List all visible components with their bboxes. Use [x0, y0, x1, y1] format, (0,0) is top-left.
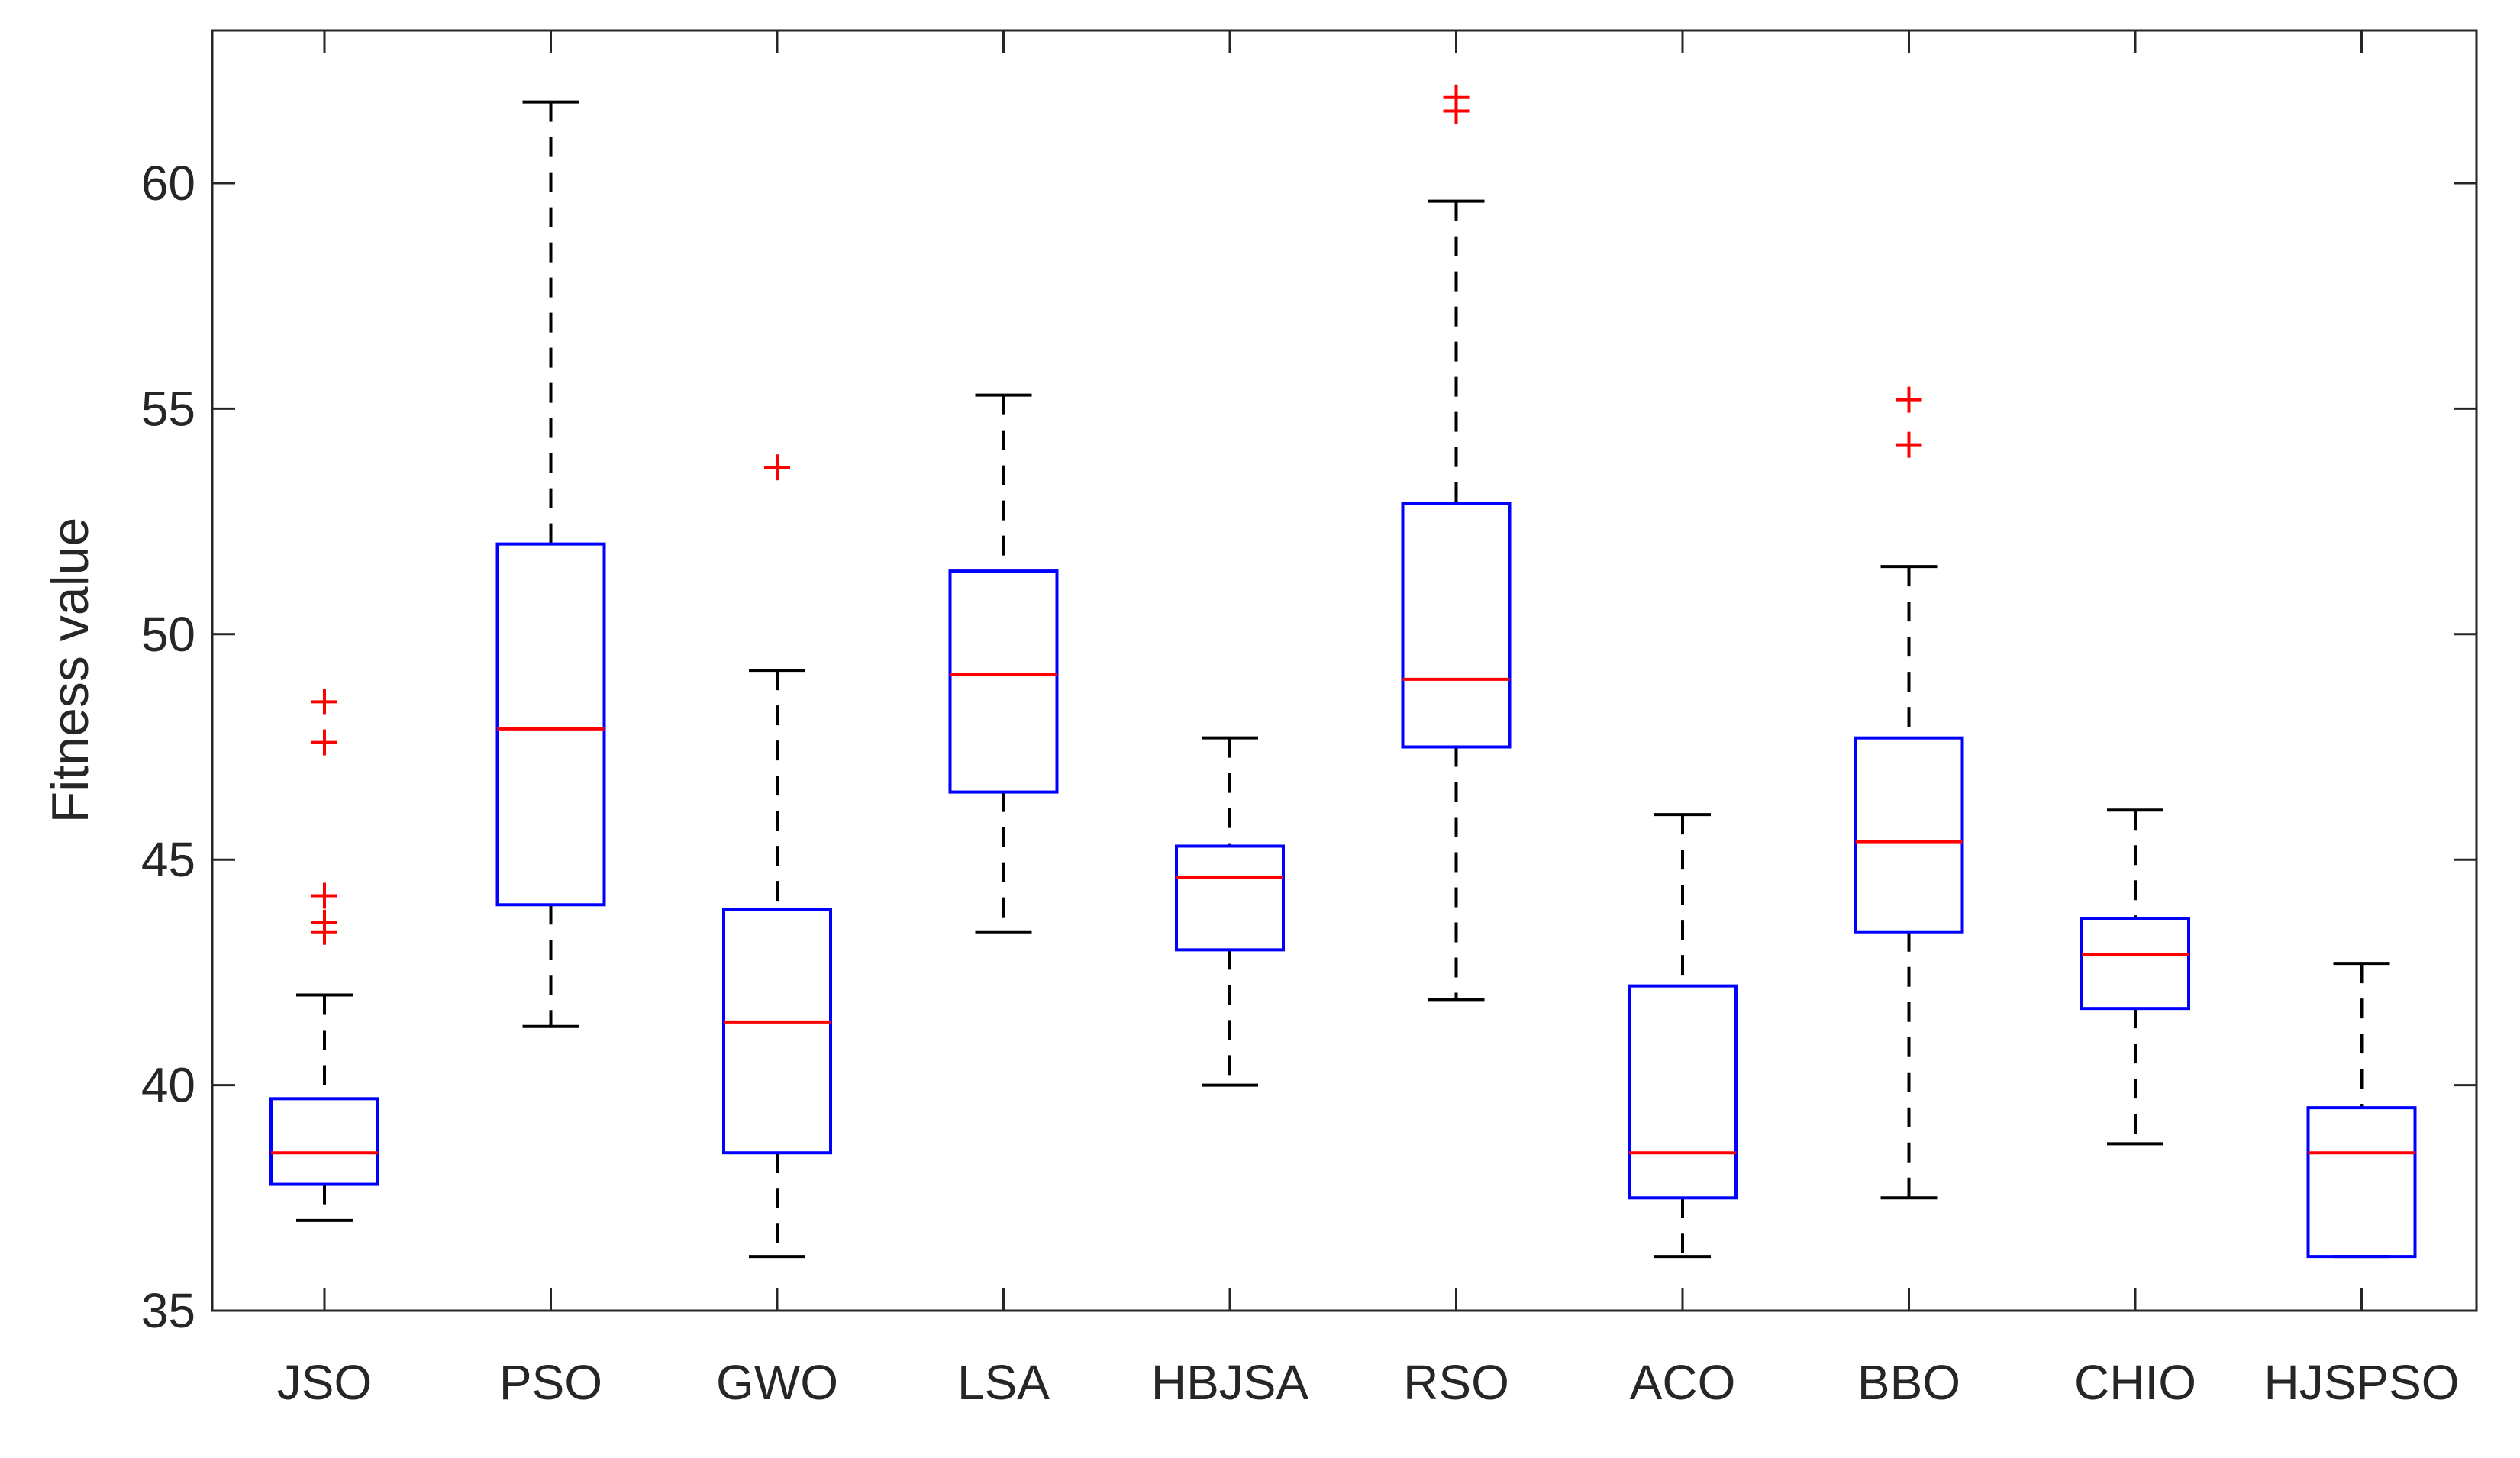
iqr-box [495, 542, 606, 907]
x-tick-label: HJSPSO [2263, 1355, 2459, 1410]
outlier-marker [311, 909, 337, 936]
y-tick-label: 40 [141, 1058, 195, 1113]
x-tick-label: CHIO [2074, 1355, 2196, 1410]
x-tick-label: ACO [1630, 1355, 1736, 1410]
iqr-box [2306, 1106, 2417, 1259]
iqr-box [2080, 917, 2190, 1011]
iqr-box [1628, 984, 1738, 1200]
axes-box [211, 29, 2478, 1312]
box-group-lsa [948, 393, 1059, 934]
box-group-rso [1401, 84, 1512, 1002]
x-tick-label: PSO [499, 1355, 602, 1410]
y-tick-label: 35 [141, 1283, 195, 1338]
y-axis-ticks: 35 40 45 50 55 60 [141, 156, 2476, 1338]
outlier-marker [1896, 386, 1922, 413]
x-tick-label: GWO [716, 1355, 838, 1410]
outlier-marker [1896, 431, 1922, 458]
box-group-hjspso [2306, 962, 2417, 1259]
y-tick-label: 45 [141, 832, 195, 887]
box-group-bbo [1854, 386, 1964, 1200]
box-group-aco [1628, 813, 1738, 1259]
plot-frame [211, 29, 2478, 1312]
y-axis-title: Fitness value [41, 518, 99, 824]
iqr-box [722, 908, 832, 1155]
x-axis-ticks: JSO PSO GWO LSA HBJSA RSO ACO BBO CHIO HJSPSO [277, 31, 2460, 1410]
y-tick-label: 50 [141, 607, 195, 662]
iqr-box [1854, 736, 1964, 934]
outlier-marker [311, 689, 337, 715]
box-series [269, 84, 2417, 1259]
x-tick-label: RSO [1403, 1355, 1509, 1410]
y-tick-label: 55 [141, 381, 195, 436]
box-group-hbjsa [1175, 736, 1285, 1087]
iqr-box [1401, 502, 1512, 749]
iqr-box [948, 569, 1059, 794]
outlier-marker [311, 882, 337, 909]
x-tick-label: LSA [957, 1355, 1050, 1410]
x-tick-label: JSO [277, 1355, 372, 1410]
box-group-jso [269, 689, 379, 1222]
outlier-marker [1443, 84, 1470, 111]
outlier-marker [311, 729, 337, 756]
box-group-chio [2080, 808, 2190, 1146]
box-group-gwo [722, 454, 832, 1259]
iqr-box [269, 1097, 379, 1186]
x-tick-label: BBO [1857, 1355, 1960, 1410]
box-group-pso [495, 100, 606, 1028]
y-tick-label: 60 [141, 156, 195, 211]
outlier-marker [764, 454, 790, 481]
iqr-box [1175, 844, 1285, 952]
x-tick-label: HBJSA [1151, 1355, 1309, 1410]
